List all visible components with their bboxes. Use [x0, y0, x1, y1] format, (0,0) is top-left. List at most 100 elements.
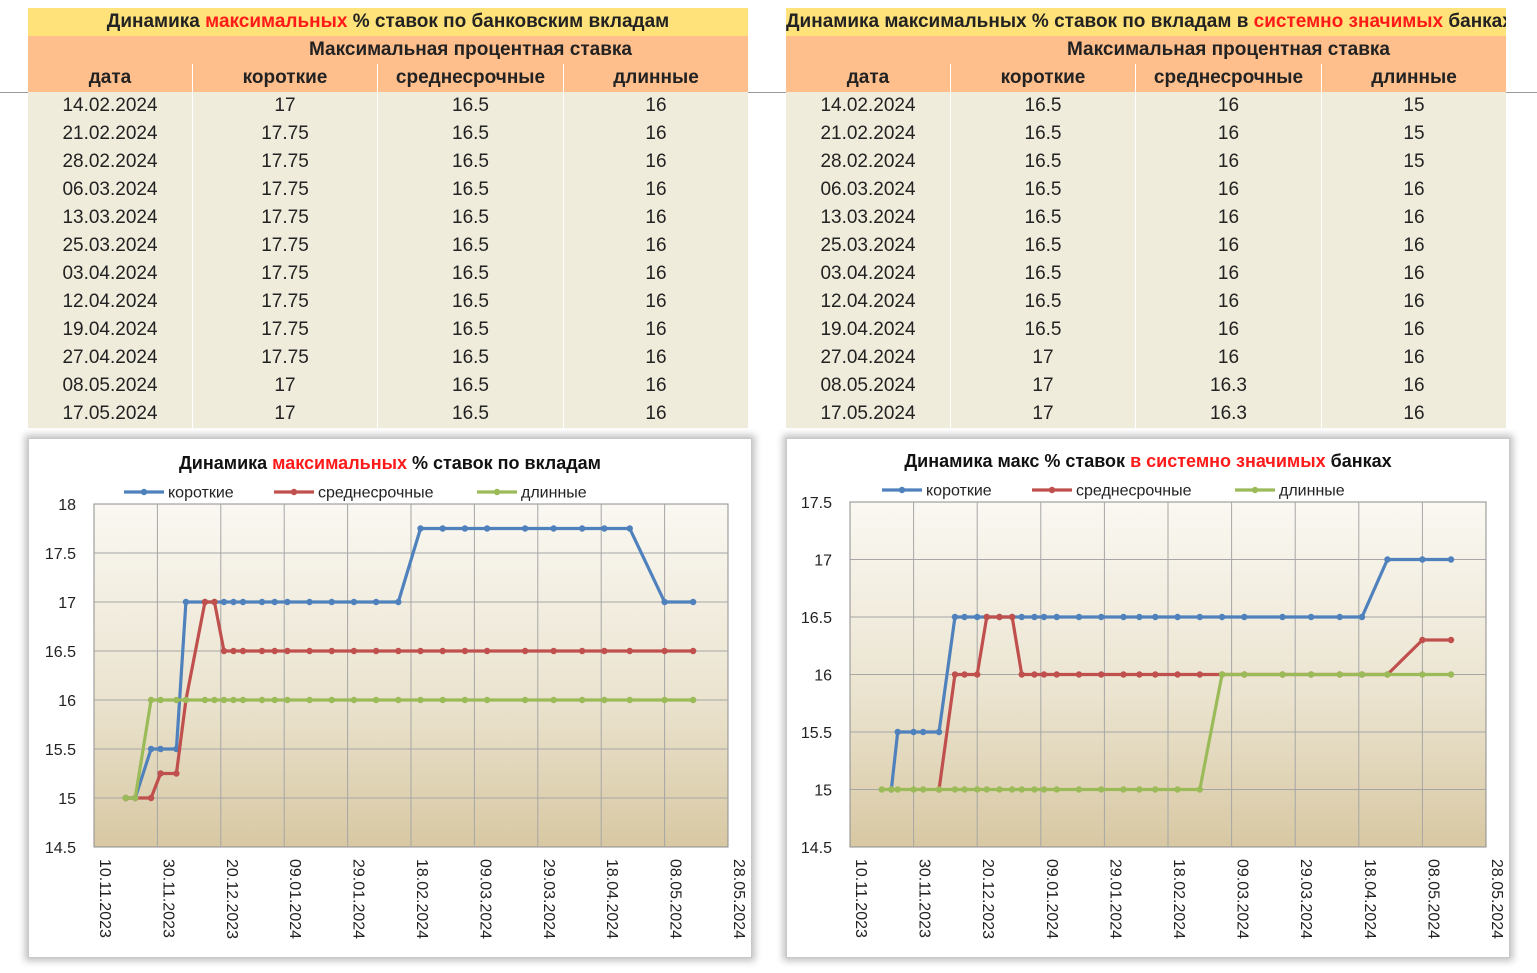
data-point [626, 647, 633, 655]
table-cell: 16 [1403, 263, 1425, 284]
table-group-header: Максимальная процентная ставка [786, 36, 1506, 64]
data-point [974, 671, 981, 678]
x-tick-label: 18.04.2024 [1361, 859, 1378, 939]
table-cell: 16.5 [951, 176, 1136, 204]
data-point [689, 598, 697, 606]
data-point [1279, 671, 1286, 678]
data-point [230, 598, 237, 606]
table-cell: 16 [645, 207, 667, 228]
x-tick-label: 09.01.2024 [286, 859, 303, 939]
column-header: дата [28, 64, 193, 92]
data-point [550, 525, 557, 532]
legend-marker [493, 488, 501, 496]
data-point [372, 598, 380, 606]
data-point [439, 696, 446, 704]
table-cell: 19.04.2024 [786, 316, 951, 344]
table-row: 03.04.2024 17.75 16.5 16 [28, 260, 748, 288]
data-point [1136, 613, 1143, 621]
column-header: среднесрочные [378, 64, 564, 92]
table-cell: 16.5 [378, 344, 564, 372]
data-point [689, 647, 697, 655]
table-row: 27.04.2024 17.75 16.5 16 [28, 344, 748, 372]
table-cell: 16.5 [951, 120, 1136, 148]
chart-title-highlight: максимальных [272, 453, 407, 473]
table-cell: 16 [645, 151, 667, 172]
data-point [1196, 671, 1203, 678]
chart-title-text: банках [1326, 451, 1392, 471]
data-point [239, 696, 247, 704]
data-point [961, 671, 968, 678]
table-row: 13.03.2024 17.75 16.5 16 [28, 204, 748, 232]
table-group-header: Максимальная процентная ставка [28, 36, 748, 64]
data-point [157, 696, 164, 704]
data-point [350, 598, 358, 606]
table-row: 17.05.2024 17 16.3 16 [786, 400, 1506, 428]
data-point [1152, 786, 1159, 793]
table-cell: 16 [1403, 403, 1425, 424]
table-title-text: Динамика [106, 11, 206, 32]
data-point [1098, 613, 1105, 621]
legend-marker [898, 486, 906, 494]
data-point [661, 696, 668, 704]
column-header: длинные [613, 67, 699, 88]
table-row: 21.02.2024 17.75 16.5 16 [28, 120, 748, 148]
data-point [395, 598, 402, 606]
table-cell: 16 [1136, 92, 1322, 120]
table-cell: 17 [193, 400, 378, 428]
y-tick-label: 14.5 [45, 840, 76, 857]
table-cell: 28.02.2024 [786, 148, 951, 176]
table-cell: 16.5 [378, 316, 564, 344]
chart-title-highlight: в системно значимых [1130, 451, 1326, 471]
table-cell: 17.75 [193, 232, 378, 260]
data-point [951, 671, 959, 678]
data-point [372, 696, 380, 704]
series-long [878, 671, 1455, 793]
table-row: 17.05.2024 17 16.5 16 [28, 400, 748, 428]
x-tick-label: 08.05.2024 [1424, 859, 1441, 939]
table-cell: 17 [951, 344, 1136, 372]
data-point [888, 786, 895, 793]
table-system-banks: Динамика максимальных % ставок по вклада… [786, 8, 1506, 428]
data-point [1053, 613, 1060, 621]
table-cell: 17 [193, 92, 378, 120]
table-cell: 16.5 [378, 232, 564, 260]
chart-all-banks: 14.5 15 15.5 16 16.5 17 17.5 18 10.11.2023 30.11.… [28, 438, 752, 958]
y-tick-label: 15 [58, 791, 76, 808]
table-cell: 16 [1136, 148, 1322, 176]
table-cell: 14.02.2024 [28, 92, 193, 120]
table-cell: 16.5 [378, 176, 564, 204]
x-tick-label: 09.01.2024 [1043, 859, 1060, 939]
data-point [306, 696, 313, 704]
data-point [1447, 556, 1455, 563]
table-title-text: Динамика максимальных % ставок по вклада… [786, 11, 1254, 32]
data-point [372, 647, 380, 655]
table-group-spacer [28, 36, 193, 64]
data-point [1218, 671, 1226, 678]
data-point [284, 647, 291, 655]
data-point [220, 598, 228, 606]
table-title: Динамика максимальных % ставок по вклада… [786, 8, 1506, 36]
table-cell: 16.5 [378, 400, 564, 428]
table-row: 19.04.2024 16.5 16 16 [786, 316, 1506, 344]
data-point [894, 728, 901, 736]
table-cell: 16.5 [951, 288, 1136, 316]
data-point [147, 696, 155, 704]
x-tick-label: 28.05.2024 [1488, 859, 1505, 939]
table-cell: 16 [1403, 179, 1425, 200]
table-cell: 17.05.2024 [786, 400, 951, 428]
chart-svg: 14.5 15 15.5 16 16.5 17 17.5 18 10.11.2023 30.11.… [45, 453, 747, 939]
table-cell: 16 [1136, 204, 1322, 232]
legend-item: среднесрочные [274, 485, 434, 502]
table-cell: 03.04.2024 [28, 260, 193, 288]
data-point [1008, 786, 1016, 793]
x-tick-label: 20.12.2023 [223, 859, 240, 939]
table-title-text: банках [1443, 11, 1506, 32]
data-point [1307, 613, 1315, 621]
data-point [211, 696, 218, 704]
table-cell: 16 [1403, 207, 1425, 228]
data-point [996, 786, 1003, 793]
data-point [258, 647, 266, 655]
data-point [1040, 613, 1048, 621]
table-cell: 16 [645, 347, 667, 368]
table-row: 25.03.2024 16.5 16 16 [786, 232, 1506, 260]
